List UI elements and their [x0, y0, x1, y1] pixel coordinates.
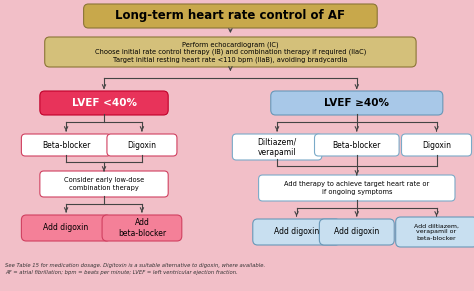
Text: Perform echocardiogram (IC)
Choose initial rate control therapy (IB) and combina: Perform echocardiogram (IC) Choose initi…	[95, 41, 366, 63]
Text: Add digoxin: Add digoxin	[44, 223, 89, 233]
FancyBboxPatch shape	[253, 219, 340, 245]
Text: See Table 15 for medication dosage. Digitoxin is a suitable alternative to digox: See Table 15 for medication dosage. Digi…	[5, 263, 265, 268]
Text: Add digoxin: Add digoxin	[334, 228, 379, 237]
FancyBboxPatch shape	[21, 215, 111, 241]
Text: Digoxin: Digoxin	[128, 141, 156, 150]
FancyBboxPatch shape	[396, 217, 474, 247]
FancyBboxPatch shape	[259, 175, 455, 201]
FancyBboxPatch shape	[102, 215, 182, 241]
Text: Add
beta-blocker: Add beta-blocker	[118, 218, 166, 238]
FancyBboxPatch shape	[107, 134, 177, 156]
FancyBboxPatch shape	[45, 37, 416, 67]
Text: Beta-blocker: Beta-blocker	[42, 141, 91, 150]
FancyBboxPatch shape	[315, 134, 399, 156]
Text: Add diltiazem,
verapamil or
beta-blocker: Add diltiazem, verapamil or beta-blocker	[414, 223, 459, 240]
FancyBboxPatch shape	[232, 134, 322, 160]
Text: LVEF ≥40%: LVEF ≥40%	[324, 98, 389, 108]
FancyBboxPatch shape	[40, 171, 168, 197]
Text: LVEF <40%: LVEF <40%	[72, 98, 137, 108]
FancyBboxPatch shape	[271, 91, 443, 115]
FancyBboxPatch shape	[21, 134, 111, 156]
Text: Consider early low-dose
combination therapy: Consider early low-dose combination ther…	[64, 178, 144, 191]
Text: AF = atrial fibrillation; bpm = beats per minute; LVEF = left ventricular ejecti: AF = atrial fibrillation; bpm = beats pe…	[5, 270, 237, 275]
Text: Add therapy to achieve target heart rate or
if ongoing symptoms: Add therapy to achieve target heart rate…	[284, 181, 429, 195]
Text: Long-term heart rate control of AF: Long-term heart rate control of AF	[115, 10, 346, 22]
Text: Beta-blocker: Beta-blocker	[333, 141, 381, 150]
Text: Add digoxin: Add digoxin	[274, 228, 319, 237]
FancyBboxPatch shape	[40, 91, 168, 115]
FancyBboxPatch shape	[319, 219, 394, 245]
FancyBboxPatch shape	[401, 134, 472, 156]
FancyBboxPatch shape	[83, 4, 377, 28]
Text: Digoxin: Digoxin	[422, 141, 451, 150]
Text: Diltiazem/
verapamil: Diltiazem/ verapamil	[257, 137, 297, 157]
